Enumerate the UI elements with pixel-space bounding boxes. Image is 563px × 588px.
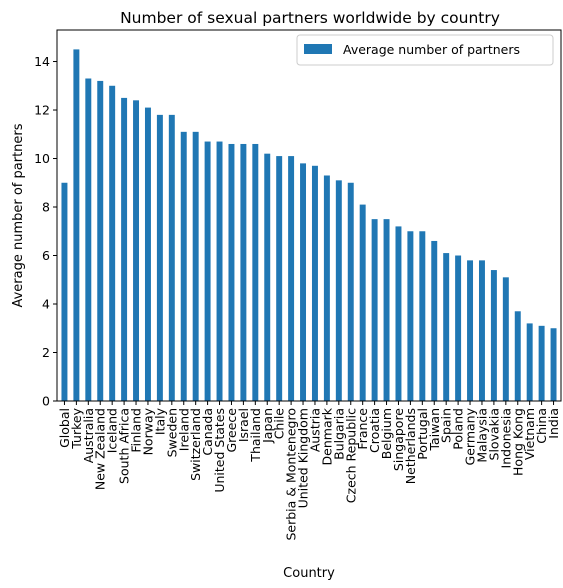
legend: Average number of partners	[297, 35, 553, 65]
plot-frame	[57, 30, 561, 401]
bar-taiwan	[431, 241, 437, 401]
bar-australia	[85, 79, 91, 402]
bar-israel	[240, 144, 246, 401]
bar-norway	[145, 108, 151, 401]
y-tick-label: 2	[42, 345, 50, 360]
bar-spain	[443, 253, 449, 401]
y-tick-label: 0	[42, 394, 50, 409]
bar-south-africa	[121, 98, 127, 401]
bar-india	[551, 328, 557, 401]
bar-austria	[312, 166, 318, 401]
bar-germany	[467, 260, 473, 401]
bar-malaysia	[479, 260, 485, 401]
y-tick-label: 12	[34, 103, 50, 118]
bar-czech-republic	[348, 183, 354, 401]
bar-indonesia	[503, 277, 509, 401]
bar-chile	[276, 156, 282, 401]
bar-iceland	[109, 86, 115, 401]
bar-thailand	[252, 144, 258, 401]
bar-slovakia	[491, 270, 497, 401]
bar-denmark	[324, 175, 330, 401]
y-tick-label: 4	[42, 297, 50, 312]
y-tick-label: 14	[34, 54, 50, 69]
bar-bulgaria	[336, 180, 342, 401]
bar-croatia	[372, 219, 378, 401]
bar-new-zealand	[97, 81, 103, 401]
bar-hong-kong	[515, 311, 521, 401]
bar-switzerland	[193, 132, 199, 401]
bar-poland	[455, 256, 461, 401]
bar-singapore	[395, 226, 401, 401]
bar-china	[539, 326, 545, 401]
bar-finland	[133, 100, 139, 401]
bar-global	[61, 183, 67, 401]
bar-italy	[157, 115, 163, 401]
y-axis-label: Average number of partners	[11, 123, 26, 307]
bar-belgium	[384, 219, 390, 401]
bars-group	[61, 49, 556, 401]
bar-united-kingdom	[300, 163, 306, 401]
bar-netherlands	[407, 231, 413, 401]
y-tick-label: 10	[34, 151, 50, 166]
bar-vietnam	[527, 323, 533, 401]
bar-united-states	[217, 142, 223, 401]
bar-france	[360, 205, 366, 401]
bar-greece	[228, 144, 234, 401]
x-axis-label: Country	[283, 566, 335, 581]
bar-portugal	[419, 231, 425, 401]
y-axis: 0 2 4 6 8 10 12 14	[34, 54, 57, 408]
bar-sweden	[169, 115, 175, 401]
legend-swatch	[304, 44, 332, 54]
legend-label: Average number of partners	[343, 42, 520, 57]
x-tick-label: India	[546, 408, 561, 439]
bar-canada	[205, 142, 211, 401]
bar-ireland	[181, 132, 187, 401]
bar-serbia-montenegro	[288, 156, 294, 401]
bar-turkey	[73, 49, 79, 401]
y-tick-label: 6	[42, 248, 50, 263]
bar-japan	[264, 154, 270, 401]
y-tick-label: 8	[42, 200, 50, 215]
chart-title: Number of sexual partners worldwide by c…	[120, 9, 500, 27]
